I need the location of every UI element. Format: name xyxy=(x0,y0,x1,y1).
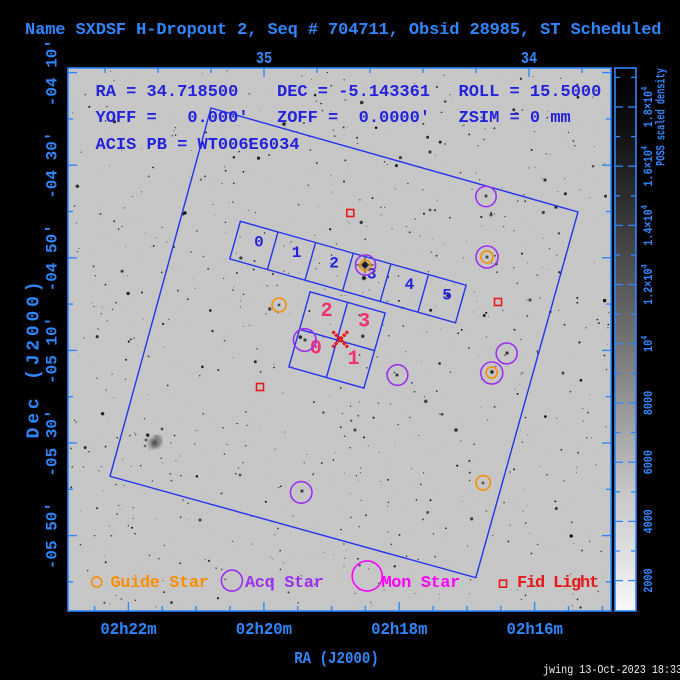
svg-text:0: 0 xyxy=(254,233,264,251)
svg-text:2: 2 xyxy=(321,300,333,323)
svg-text:RA (J2000): RA (J2000) xyxy=(294,649,379,669)
svg-text:1: 1 xyxy=(347,348,359,371)
svg-text:Acq Star: Acq Star xyxy=(245,574,323,593)
svg-text:02h20m: 02h20m xyxy=(236,619,292,639)
svg-text:02h22m: 02h22m xyxy=(100,619,156,639)
svg-text:YOFF = 0.000': YOFF = 0.000' xyxy=(96,109,249,128)
svg-text:02h18m: 02h18m xyxy=(371,619,427,639)
svg-text:-04 10': -04 10' xyxy=(44,39,62,106)
svg-text:ROLL = 15.5000: ROLL = 15.5000 xyxy=(459,83,602,102)
svg-text:1.4×104: 1.4×104 xyxy=(640,205,656,246)
svg-text:POSS scaled density: POSS scaled density xyxy=(655,68,669,166)
svg-text:104: 104 xyxy=(640,335,656,352)
svg-text:3: 3 xyxy=(358,311,370,334)
svg-text:3: 3 xyxy=(367,265,377,283)
svg-text:-05 10': -05 10' xyxy=(44,317,62,384)
svg-text:jwing 13-Oct-2023 18:33: jwing 13-Oct-2023 18:33 xyxy=(543,664,680,677)
svg-text:35: 35 xyxy=(256,49,272,69)
svg-text:DEC = -5.143361: DEC = -5.143361 xyxy=(277,83,430,102)
svg-text:Guide Star: Guide Star xyxy=(111,574,209,593)
svg-text:1.2×104: 1.2×104 xyxy=(640,264,656,305)
svg-text:ACIS PB = WT006E6034: ACIS PB = WT006E6034 xyxy=(96,136,300,155)
svg-text:-04 50': -04 50' xyxy=(44,224,62,291)
svg-text:Fid Light: Fid Light xyxy=(517,574,598,593)
svg-text:0: 0 xyxy=(310,337,322,360)
svg-text:Mon Star: Mon Star xyxy=(382,574,460,593)
svg-text:RA = 34.718500: RA = 34.718500 xyxy=(96,83,239,102)
svg-text:6000: 6000 xyxy=(642,450,656,474)
svg-text:02h16m: 02h16m xyxy=(507,619,563,639)
svg-text:-04 30': -04 30' xyxy=(44,132,62,199)
svg-text:1.8×104: 1.8×104 xyxy=(640,87,656,128)
svg-text:2: 2 xyxy=(329,255,339,273)
svg-text:34: 34 xyxy=(521,49,537,69)
svg-text:1.6×104: 1.6×104 xyxy=(640,146,656,187)
svg-text:4: 4 xyxy=(405,276,415,294)
svg-text:Dec (J2000): Dec (J2000) xyxy=(25,278,45,439)
svg-text:2000: 2000 xyxy=(642,568,656,592)
svg-text:1: 1 xyxy=(292,244,302,262)
svg-text:4000: 4000 xyxy=(642,509,656,533)
svg-text:5: 5 xyxy=(442,287,452,305)
svg-text:-05 30': -05 30' xyxy=(44,409,62,476)
svg-text:-05 50': -05 50' xyxy=(44,502,62,569)
svg-text:ZOFF = 0.0000': ZOFF = 0.0000' xyxy=(277,109,430,128)
svg-text:8000: 8000 xyxy=(642,391,656,415)
svg-text:Name SXDSF H-Dropout 2, Seq #: Name SXDSF H-Dropout 2, Seq # 704711, Ob… xyxy=(25,21,661,40)
svg-text:ZSIM = 0 mm: ZSIM = 0 mm xyxy=(459,109,571,128)
